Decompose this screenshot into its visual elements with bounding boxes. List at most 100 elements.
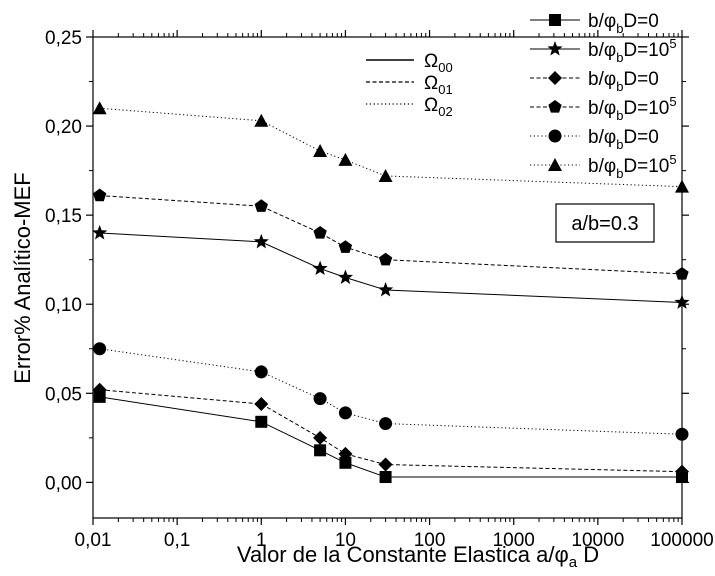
x-tick-label: 0,01	[75, 530, 112, 551]
legend-marker-pentagon	[548, 100, 562, 113]
line-style-label: Ω02	[424, 95, 453, 119]
legend-label-pre: b/	[588, 156, 605, 177]
series-3	[93, 188, 689, 280]
data-point-square	[339, 456, 352, 469]
x-tick-label: 100000	[650, 530, 713, 551]
legend-label: b/φbD=105	[588, 152, 677, 181]
x-tick-label: 1	[256, 530, 267, 551]
data-point-pentagon	[254, 199, 268, 212]
x-axis-title-sub: a	[569, 554, 578, 571]
legend-label-sub: b	[616, 79, 623, 94]
line-style-label: Ω01	[424, 73, 453, 97]
data-point-star	[92, 224, 108, 240]
data-point-star	[337, 269, 354, 284]
data-point-circle	[313, 392, 327, 406]
series-4	[93, 342, 689, 441]
legend-label-sup: 5	[669, 36, 676, 51]
legend-label-sub: b	[616, 50, 623, 65]
legend-label: b/φbD=105	[588, 94, 677, 123]
data-point-circle	[379, 417, 393, 431]
x-axis-title-main: Valor de la Constante Elastica a/	[237, 542, 555, 567]
data-point-diamond	[378, 457, 393, 472]
data-point-square	[93, 390, 106, 403]
legend-label-phi: φ	[604, 156, 616, 177]
data-point-pentagon	[338, 240, 353, 253]
series-legend: b/φbD=0b/φbD=105b/φbD=0b/φbD=105b/φbD=0b…	[530, 11, 677, 181]
omega-subscript: 02	[438, 104, 452, 119]
data-point-diamond	[675, 464, 689, 479]
data-point-triangle	[313, 144, 328, 158]
omega-symbol: Ω	[424, 95, 438, 116]
legend-label-sup: 5	[669, 94, 676, 109]
x-axis-title-tail: D	[577, 542, 599, 567]
data-point-triangle	[338, 152, 353, 166]
data-point-triangle	[675, 179, 689, 193]
legend-label-sub: b	[616, 137, 623, 152]
legend-marker-square	[549, 14, 561, 26]
data-point-diamond	[254, 396, 269, 411]
data-point-triangle	[378, 168, 393, 182]
legend-label-post: D=10	[623, 98, 669, 119]
series-line	[99, 232, 683, 303]
data-point-diamond	[338, 446, 353, 461]
data-point-pentagon	[93, 188, 107, 202]
y-tick-label: 0,05	[45, 384, 82, 405]
legend-marker-circle	[548, 129, 562, 143]
data-point-star	[253, 233, 269, 249]
legend-label-post: D=0	[623, 127, 658, 148]
legend-marker-diamond	[548, 71, 562, 85]
data-point-star	[377, 281, 394, 297]
legend-label-sub: b	[616, 108, 623, 123]
series-line	[99, 195, 683, 275]
series-2	[92, 382, 689, 479]
x-tick-label: 10	[335, 530, 356, 551]
y-tick-label: 0,15	[45, 206, 82, 227]
series-5	[92, 101, 689, 193]
data-point-diamond	[92, 382, 107, 397]
legend-label-pre: b/	[588, 98, 605, 119]
legend-label-phi: φ	[604, 98, 616, 119]
legend-marker-star	[547, 41, 563, 56]
data-point-circle	[675, 427, 689, 441]
y-axis-title: Error% Analítico-MEF	[10, 172, 35, 384]
legend-label-post: D=10	[623, 156, 669, 177]
data-point-circle	[93, 342, 107, 356]
legend-label: b/φbD=0	[588, 11, 659, 36]
y-tick-label: 0,20	[45, 117, 82, 138]
legend-label: b/φbD=105	[588, 36, 677, 65]
series-line	[99, 396, 682, 478]
legend-label: b/φbD=0	[588, 127, 659, 152]
y-tick-label: 0,10	[45, 295, 82, 316]
data-point-triangle	[254, 113, 269, 127]
legend-label-post: D=10	[623, 40, 669, 61]
legend-label: b/φbD=0	[588, 69, 659, 94]
data-point-square	[255, 415, 268, 428]
x-tick-label: 10000	[571, 530, 624, 551]
axis-ticks: 0,01 0,1 1 10 100 1000 10000 100000 0,00 0,05 0,10…	[45, 28, 714, 551]
legend-marker-triangle	[548, 158, 562, 171]
omega-subscript: 01	[438, 82, 452, 97]
legend-label-phi: φ	[604, 40, 616, 61]
legend-label-post: D=0	[623, 11, 658, 32]
legend-label-post: D=0	[623, 69, 658, 90]
annotation-box	[555, 203, 655, 243]
legend-label-pre: b/	[588, 11, 605, 32]
legend-label-sub: b	[616, 166, 623, 181]
y-tick-label: 0,00	[45, 473, 82, 494]
x-tick-label: 1000	[493, 530, 535, 551]
x-tick-label: 100	[414, 530, 446, 551]
x-axis-title-phi: φ	[554, 542, 568, 567]
legend-label-pre: b/	[588, 69, 605, 90]
x-tick-label: 0,1	[164, 530, 190, 551]
line-style-label: Ω00	[424, 51, 453, 75]
series-line	[99, 389, 683, 473]
data-point-pentagon	[378, 252, 393, 266]
data-point-triangle	[92, 101, 107, 115]
legend-label-phi: φ	[604, 69, 616, 90]
legend-label-phi: φ	[604, 11, 616, 32]
data-point-circle	[338, 406, 352, 420]
series-group	[92, 101, 690, 484]
y-tick-label: 0,25	[45, 28, 82, 49]
legend-label-pre: b/	[588, 40, 605, 61]
